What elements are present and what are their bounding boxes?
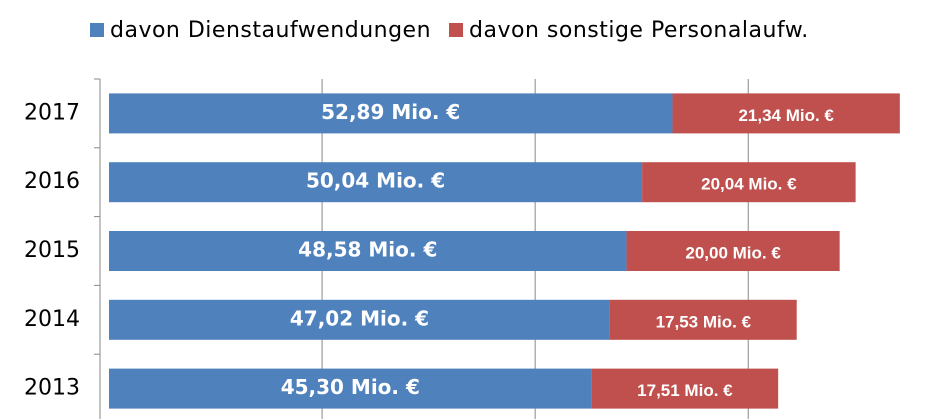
data-label: 17,51 Mio. €	[637, 381, 733, 400]
data-label: 17,53 Mio. €	[656, 312, 752, 331]
data-label: 48,58 Mio. €	[298, 238, 437, 262]
y-tick-label: 2013	[24, 376, 80, 401]
bar-segment	[672, 93, 900, 134]
y-tick-label: 2014	[24, 307, 80, 332]
legend-label: davon Dienstaufwendungen	[110, 18, 431, 43]
legend-swatch	[90, 23, 104, 37]
bar-segment	[626, 231, 840, 271]
legend-label: davon sonstige Personalaufw.	[469, 18, 809, 43]
data-label: 20,04 Mio. €	[701, 175, 797, 194]
bar-segment	[591, 368, 779, 409]
data-label: 21,34 Mio. €	[738, 106, 834, 125]
data-label: 47,02 Mio. €	[290, 306, 429, 330]
bar-segment	[642, 162, 856, 203]
legend-swatch	[449, 23, 464, 37]
bar-segment	[109, 231, 627, 271]
bar-segment	[109, 299, 610, 340]
data-label: 20,00 Mio. €	[685, 243, 781, 262]
y-tick-label: 2017	[24, 100, 80, 125]
y-tick-label: 2015	[24, 238, 80, 263]
bar-segment	[109, 162, 643, 203]
bar-segment	[109, 93, 673, 134]
bar-segment	[609, 299, 797, 340]
data-label: 50,04 Mio. €	[306, 169, 445, 193]
y-tick-label: 2016	[24, 169, 80, 194]
data-label: 45,30 Mio. €	[281, 375, 420, 399]
bar-segment	[109, 368, 592, 409]
data-label: 52,89 Mio. €	[321, 100, 460, 124]
